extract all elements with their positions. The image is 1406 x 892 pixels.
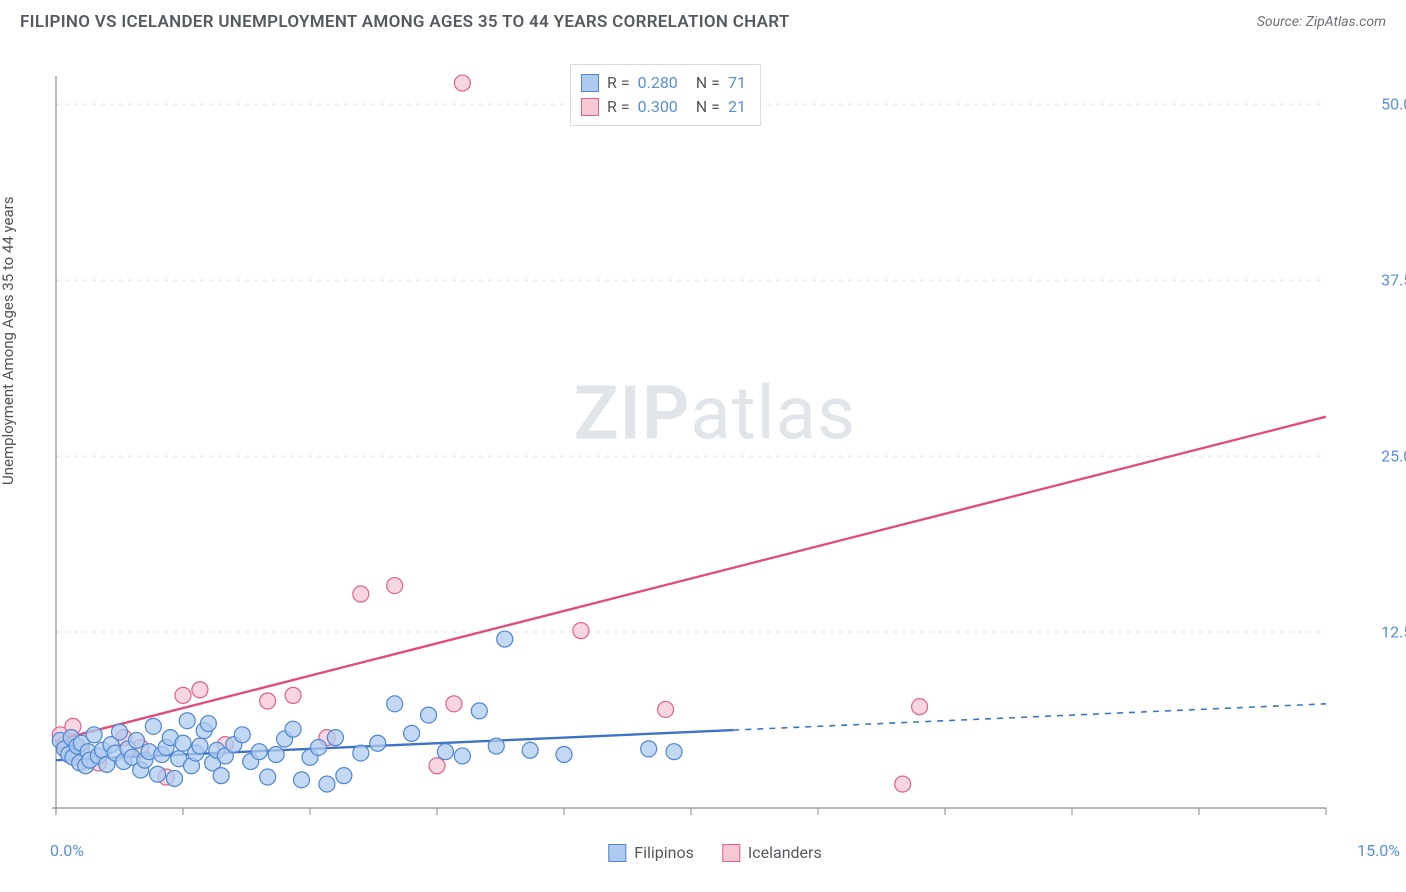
stats-row: R = 0.280 N = 71 xyxy=(581,71,746,95)
y-tick-label: 12.5% xyxy=(1381,623,1406,642)
legend-item: Icelanders xyxy=(722,843,822,862)
plot-area: ZIPatlas R = 0.280N = 71R = 0.300N = 21 … xyxy=(50,60,1380,830)
y-axis-label: Unemployment Among Ages 35 to 44 years xyxy=(0,197,17,485)
chart-title: FILIPINO VS ICELANDER UNEMPLOYMENT AMONG… xyxy=(20,12,790,32)
series-legend: Filipinos Icelanders xyxy=(608,843,821,862)
y-tick-label: 25.0% xyxy=(1381,447,1406,466)
x-axis-start-label: 0.0% xyxy=(50,841,84,860)
legend-series-label: Filipinos xyxy=(634,843,694,862)
chart-container: Unemployment Among Ages 35 to 44 years Z… xyxy=(0,46,1406,892)
stat-r-value: 0.300 xyxy=(638,95,678,119)
stat-n-label: N = xyxy=(696,71,720,95)
stats-row: R = 0.300 N = 21 xyxy=(581,95,746,119)
source-attribution: Source: ZipAtlas.com xyxy=(1257,14,1386,30)
correlation-stats-box: R = 0.280 N = 71 R = 0.300 N = 21 xyxy=(570,64,761,126)
y-tick-label: 50.0% xyxy=(1381,95,1406,114)
x-axis-end-label: 15.0% xyxy=(1357,841,1400,860)
y-tick-label: 37.5% xyxy=(1381,271,1406,290)
legend-item: Filipinos xyxy=(608,843,694,862)
legend-swatch xyxy=(608,844,626,862)
legend-swatch xyxy=(722,844,740,862)
stat-n-label: N = xyxy=(696,95,720,119)
stat-n-value: 21 xyxy=(728,95,746,119)
stat-r-value: 0.280 xyxy=(638,71,678,95)
stat-r-label: R = xyxy=(607,95,630,119)
legend-swatch xyxy=(581,74,599,92)
stat-n-value: 71 xyxy=(728,71,746,95)
scatter-svg xyxy=(50,60,1380,830)
legend-series-label: Icelanders xyxy=(748,843,822,862)
legend-swatch xyxy=(581,98,599,116)
stat-r-label: R = xyxy=(607,71,630,95)
